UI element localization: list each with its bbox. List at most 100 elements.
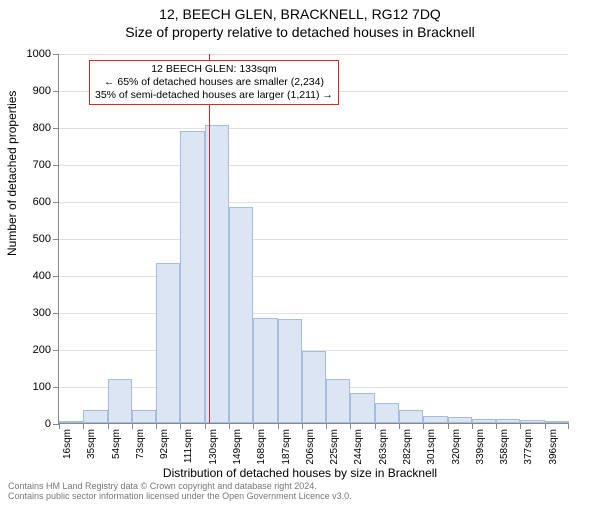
x-tick xyxy=(496,423,497,429)
x-tick xyxy=(399,423,400,429)
y-tick-label: 600 xyxy=(33,196,51,208)
y-tick xyxy=(53,239,59,240)
histogram-bar xyxy=(83,410,107,423)
y-tick-label: 100 xyxy=(33,381,51,393)
x-tick xyxy=(278,423,279,429)
x-tick xyxy=(472,423,473,429)
y-tick xyxy=(53,91,59,92)
x-tick xyxy=(108,423,109,429)
x-tick-label: 225sqm xyxy=(329,429,340,465)
page-subtitle: Size of property relative to detached ho… xyxy=(0,24,600,40)
x-tick xyxy=(568,423,569,429)
y-tick xyxy=(53,54,59,55)
gridline xyxy=(59,313,568,314)
y-axis-title: Number of detached properties xyxy=(5,91,19,256)
x-tick xyxy=(520,423,521,429)
gridline xyxy=(59,54,568,55)
x-tick-label: 377sqm xyxy=(523,429,534,465)
y-tick xyxy=(53,202,59,203)
x-tick-label: 111sqm xyxy=(183,429,194,463)
y-tick-label: 300 xyxy=(33,307,51,319)
x-tick xyxy=(205,423,206,429)
page-title: 12, BEECH GLEN, BRACKNELL, RG12 7DQ xyxy=(0,6,600,22)
annotation-line: ← 65% of detached houses are smaller (2,… xyxy=(95,76,333,89)
histogram-bar xyxy=(496,419,520,423)
histogram-bar xyxy=(326,379,350,423)
x-tick-label: 358sqm xyxy=(499,429,510,465)
histogram-bar xyxy=(156,263,180,423)
x-tick xyxy=(448,423,449,429)
y-tick-label: 0 xyxy=(45,418,51,430)
y-tick-label: 1000 xyxy=(27,48,51,60)
x-tick-label: 187sqm xyxy=(281,429,292,465)
histogram-bar xyxy=(472,419,496,423)
histogram-bar xyxy=(375,403,399,423)
y-tick-label: 500 xyxy=(33,233,51,245)
gridline xyxy=(59,202,568,203)
x-tick xyxy=(253,423,254,429)
histogram-bar xyxy=(350,393,374,423)
x-tick xyxy=(423,423,424,429)
property-annotation-box: 12 BEECH GLEN: 133sqm← 65% of detached h… xyxy=(89,60,339,105)
x-tick-label: 282sqm xyxy=(402,429,413,465)
y-tick xyxy=(53,387,59,388)
histogram-bar xyxy=(278,319,302,423)
x-tick xyxy=(59,423,60,429)
x-tick xyxy=(132,423,133,429)
x-tick-label: 206sqm xyxy=(305,429,316,465)
x-tick-label: 339sqm xyxy=(475,429,486,465)
footer-attribution: Contains HM Land Registry data © Crown c… xyxy=(8,482,352,502)
x-tick-label: 244sqm xyxy=(353,429,364,465)
histogram-bar xyxy=(132,410,156,423)
x-tick-label: 92sqm xyxy=(159,429,170,459)
x-tick-label: 16sqm xyxy=(62,429,73,459)
histogram-bar xyxy=(253,318,277,423)
histogram-bar xyxy=(423,416,447,423)
annotation-line: 12 BEECH GLEN: 133sqm xyxy=(95,63,333,76)
x-tick xyxy=(156,423,157,429)
y-tick xyxy=(53,313,59,314)
x-tick-label: 320sqm xyxy=(451,429,462,465)
x-tick xyxy=(302,423,303,429)
gridline xyxy=(59,165,568,166)
y-tick xyxy=(53,276,59,277)
property-marker-line xyxy=(209,54,210,423)
histogram-chart: 0100200300400500600700800900100016sqm35s… xyxy=(58,54,568,424)
y-tick xyxy=(53,350,59,351)
x-tick xyxy=(350,423,351,429)
y-tick-label: 400 xyxy=(33,270,51,282)
y-tick-label: 900 xyxy=(33,85,51,97)
x-tick xyxy=(83,423,84,429)
y-tick-label: 200 xyxy=(33,344,51,356)
x-tick-label: 54sqm xyxy=(111,429,122,459)
gridline xyxy=(59,128,568,129)
histogram-bar xyxy=(180,131,204,423)
y-tick-label: 700 xyxy=(33,159,51,171)
histogram-bar xyxy=(399,410,423,423)
x-tick xyxy=(326,423,327,429)
gridline xyxy=(59,239,568,240)
footer-line2: Contains public sector information licen… xyxy=(8,492,352,502)
y-tick-label: 800 xyxy=(33,122,51,134)
x-tick-label: 396sqm xyxy=(548,429,559,465)
x-tick-label: 263sqm xyxy=(378,429,389,465)
x-tick-label: 130sqm xyxy=(208,429,219,465)
x-tick xyxy=(375,423,376,429)
histogram-bar xyxy=(59,421,83,423)
x-tick-label: 168sqm xyxy=(256,429,267,465)
y-tick xyxy=(53,128,59,129)
x-tick xyxy=(229,423,230,429)
x-tick-label: 35sqm xyxy=(86,429,97,459)
histogram-bar xyxy=(229,207,253,423)
histogram-bar xyxy=(108,379,132,423)
histogram-bar xyxy=(545,421,569,423)
histogram-bar xyxy=(448,417,472,423)
x-tick xyxy=(545,423,546,429)
x-tick xyxy=(180,423,181,429)
x-tick-label: 149sqm xyxy=(232,429,243,465)
annotation-line: 35% of semi-detached houses are larger (… xyxy=(95,89,333,102)
x-tick-label: 301sqm xyxy=(426,429,437,465)
gridline xyxy=(59,276,568,277)
histogram-bar xyxy=(520,420,544,423)
y-tick xyxy=(53,165,59,166)
